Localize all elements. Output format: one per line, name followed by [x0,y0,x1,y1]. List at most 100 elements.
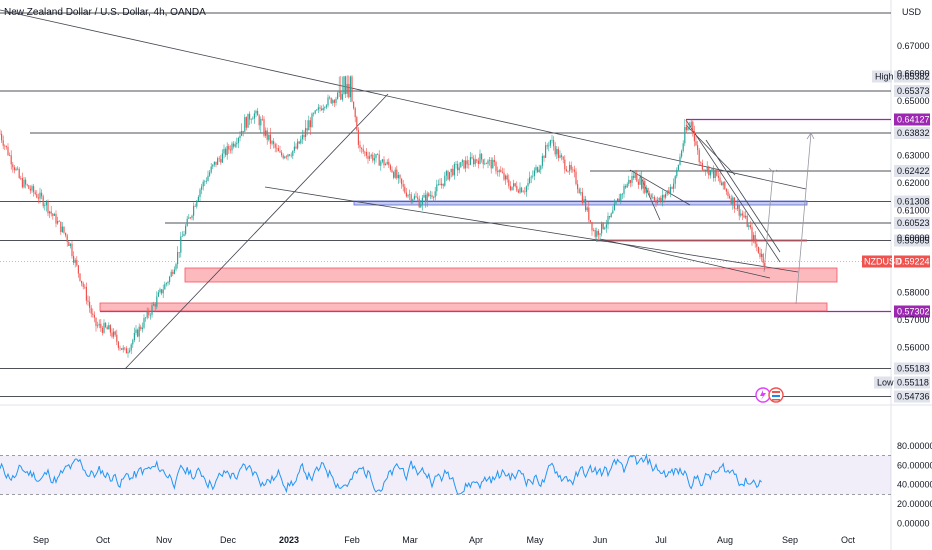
candle-body [327,97,329,106]
candle-body [359,144,361,148]
candle-body [290,155,292,157]
minor-zone[interactable] [596,239,807,242]
trend-line[interactable] [685,119,781,263]
candle-body [551,140,553,141]
chart-title: New Zealand Dollar / U.S. Dollar, 4h, OA… [4,7,206,18]
drawings-layer[interactable] [0,9,891,397]
candle-body [4,145,6,147]
candle-body [109,325,111,333]
candle-body [383,159,385,166]
high-tag [894,70,930,83]
candle-body [548,145,550,147]
candle-body [301,134,303,140]
candle-body [165,283,167,285]
candle-body [578,189,580,194]
supply-zone[interactable] [184,267,838,283]
candle-body [365,151,367,156]
candle-body [207,175,209,181]
time-axis[interactable]: Sep Oct Nov Dec 2023 Feb Mar Apr May Jun Jul Aug Sep… [33,535,856,545]
candle-body [498,170,500,173]
candle-body [132,340,134,345]
candle-body [725,188,727,192]
candle-body [153,304,155,306]
trend-line[interactable] [124,93,389,370]
candle-body [407,194,409,197]
candle-body [284,156,286,159]
trend-line[interactable] [264,186,799,273]
candle-body [764,262,766,267]
candle-body [1,133,3,141]
resistance-zone[interactable] [353,200,808,206]
rsi-tick-label: 80.00000 [897,441,932,451]
candle-body [716,170,718,176]
candle-body [71,243,73,256]
candle-body [493,159,495,163]
candle-body [79,273,81,281]
candle-body [641,177,643,189]
level-tag-value: 0.62422 [897,166,930,176]
candle-body [225,148,227,156]
trend-line[interactable] [599,238,771,279]
candle-body [145,317,147,319]
candle-body [58,220,60,222]
candle-body [177,252,179,265]
month-label: Mar [402,535,418,545]
candle-body [681,150,683,157]
price-tick-label: 0.67000 [897,41,930,51]
candle-body [500,170,502,172]
level-tag [894,305,930,318]
price-axis[interactable]: 0.67000 0.66000 0.65000 0.63000 0.62000 0.610… [897,41,930,353]
candle-body [229,149,231,151]
candle-body [228,146,230,150]
candle-body [490,160,492,169]
candle-body [386,161,388,164]
candle-body [666,190,668,195]
candle-body [425,194,427,203]
trend-line[interactable] [0,9,807,190]
candle-body [445,171,447,176]
candle-body [661,195,663,202]
candle-body [420,204,422,208]
trend-line[interactable] [629,169,691,206]
candle-body [329,97,331,99]
candle-body [191,215,193,218]
candle-body [5,145,7,147]
candle-body [354,108,356,118]
demand-zone[interactable] [99,302,828,312]
candle-body [673,183,675,189]
currency-label[interactable]: USD [902,7,922,17]
candle-body [431,195,433,198]
candle-body [194,205,196,207]
candle-body [45,201,47,206]
candle-body [722,181,724,186]
candle-body [391,169,393,173]
candle-body [575,171,577,185]
candle-body [274,144,276,148]
candle-body [417,197,419,199]
candle-body [604,227,606,229]
level-tag [894,234,930,247]
candle-body [349,76,351,98]
overlay-layer[interactable]: 0.65373 0.64127 0.63832 0.62422 0.61308 0.605… [862,70,930,403]
candle-body [754,235,756,244]
candle-body [423,194,425,198]
candle-body [418,198,420,208]
rsi-tick-label: 0.00000 [897,519,930,529]
candle-body [167,281,169,284]
projection-arrow[interactable] [763,171,774,273]
symbol-tag [862,255,892,268]
candle-body [95,317,97,327]
candle-body [693,131,695,142]
candle-body [321,108,323,111]
price-tick-label: 0.58000 [897,288,930,298]
candle-body [12,164,14,168]
candle-body [189,217,191,219]
candle-body [201,186,203,190]
candle-body [468,164,470,165]
month-label: Dec [220,535,237,545]
candle-body [439,183,441,186]
candle-body [509,186,511,190]
events-flag-icon[interactable] [755,387,784,403]
projection-arrow[interactable] [795,132,812,305]
